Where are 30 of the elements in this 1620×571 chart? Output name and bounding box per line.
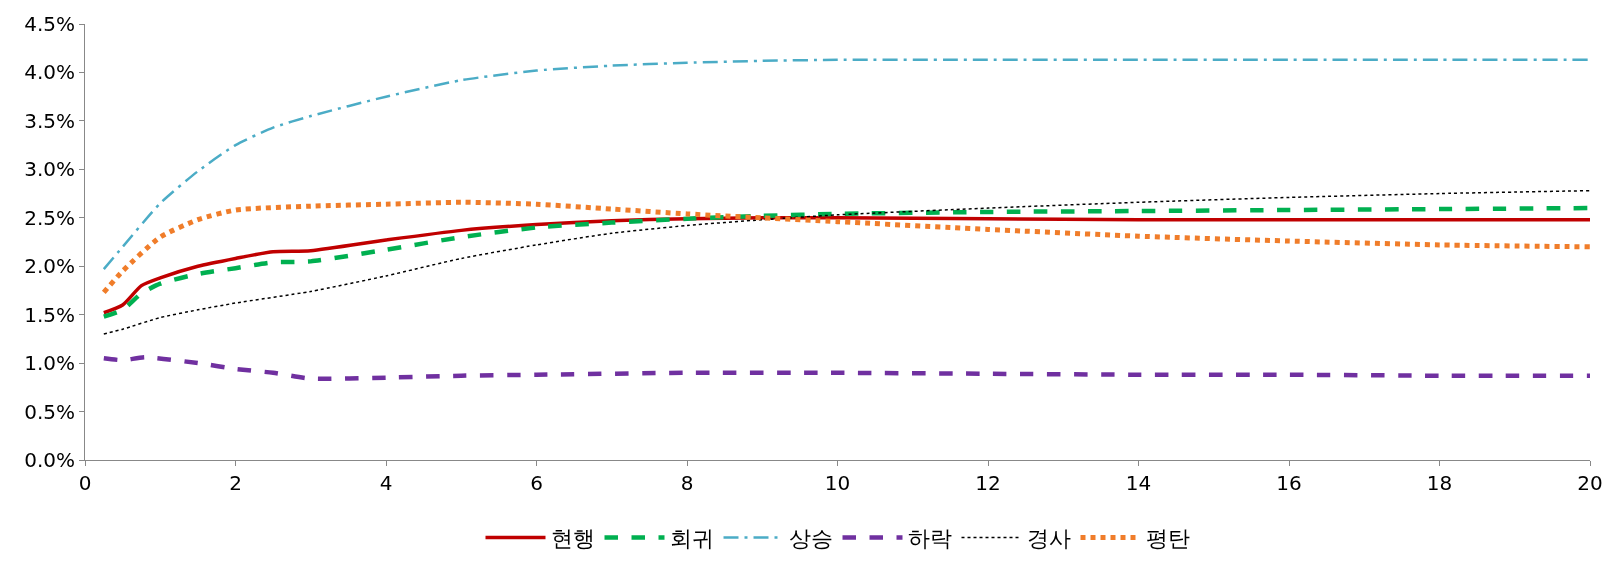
legend-label: 상승 bbox=[788, 526, 833, 552]
x-tick-label: 6 bbox=[530, 471, 543, 495]
line-series bbox=[103, 189, 1590, 335]
y-tick-label: 2.5% bbox=[24, 205, 75, 230]
x-tick-label: 0 bbox=[78, 471, 92, 495]
legend-label: 평탄 bbox=[1145, 526, 1190, 552]
y-tick-label: 4.0% bbox=[24, 60, 75, 85]
x-tick-label: 10 bbox=[824, 471, 851, 495]
y-tick-label: 1.5% bbox=[24, 302, 75, 327]
x-tick-label: 4 bbox=[379, 471, 393, 495]
y-tick-label: 0.5% bbox=[24, 399, 75, 424]
y-tick-label: 1.0% bbox=[24, 351, 75, 376]
legend-label: 경사 bbox=[1026, 526, 1071, 552]
x-tick-label: 14 bbox=[1125, 471, 1152, 495]
legend-label: 회귀 bbox=[669, 526, 714, 552]
y-tick-label: 3.5% bbox=[24, 108, 75, 133]
x-tick-label: 16 bbox=[1276, 471, 1302, 495]
x-tick-label: 2 bbox=[229, 471, 242, 495]
y-tick-label: 3.0% bbox=[24, 157, 75, 182]
line-series bbox=[101, 355, 1590, 382]
y-tick-label: 4.5% bbox=[24, 12, 75, 36]
x-tick-label: 18 bbox=[1426, 471, 1453, 495]
legend-label: 현행 bbox=[550, 526, 595, 552]
y-tick-label: 0.0% bbox=[24, 448, 75, 472]
x-tick-label: 8 bbox=[680, 471, 694, 495]
line-series bbox=[102, 58, 1590, 271]
y-tick-label: 2.0% bbox=[24, 254, 75, 279]
x-tick-label: 12 bbox=[975, 471, 1001, 495]
legend-label: 하락 bbox=[907, 526, 952, 552]
x-tick-label: 20 bbox=[1577, 471, 1603, 495]
